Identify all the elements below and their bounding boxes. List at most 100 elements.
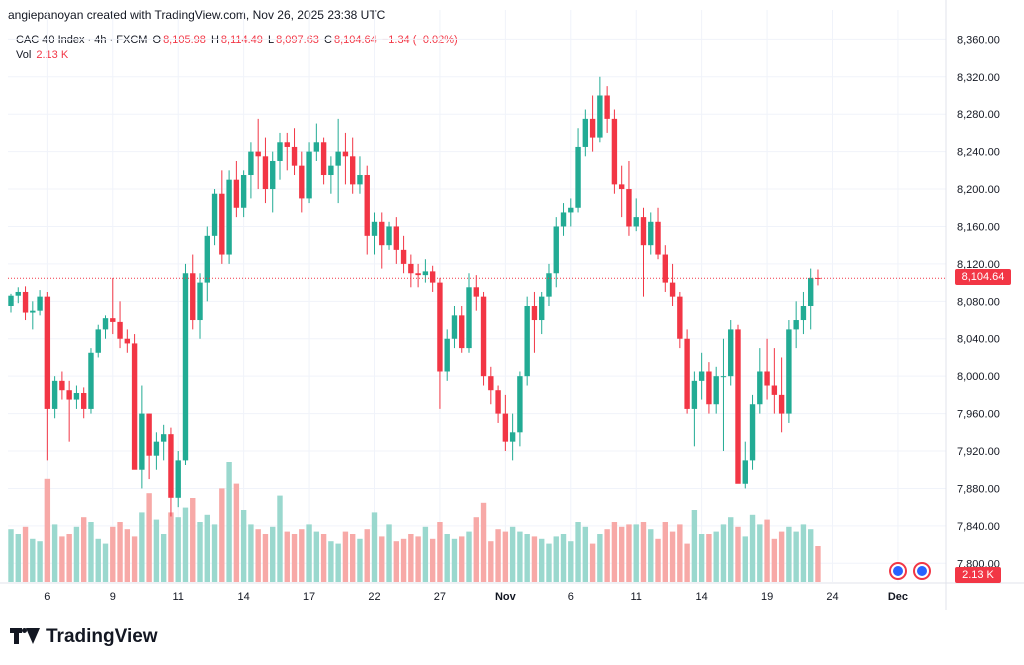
candle-body [51,380,58,409]
last-price-tag: 8,104.64 [955,269,1011,285]
candle-body [531,306,538,321]
y-tick-label: 8,320.00 [957,72,1000,84]
candle-body [560,212,567,227]
y-tick-label: 7,920.00 [957,446,1000,458]
y-tick-label: 8,080.00 [957,296,1000,308]
ohlc-legend: CAC 40 Index · 4h · FXCM O 8,105.98 H 8,11… [16,34,460,46]
candle-body [662,254,668,283]
candle-body [226,179,232,255]
volume-bar [349,534,356,582]
volume-bar [211,524,218,582]
low-label: L [267,34,275,46]
volume-bar [262,534,269,582]
candle-body [328,165,334,176]
candle-body [393,226,400,250]
y-tick-label: 8,360.00 [957,34,1000,46]
volume-bar [422,526,429,582]
volume-bar [473,517,479,582]
candle-body [517,376,523,433]
high-label: H [210,34,219,46]
volume-bar [73,526,80,582]
volume-bar [677,524,683,582]
volume-bar [568,541,574,582]
candle-body [706,371,712,405]
candle-body [182,273,189,461]
volume-bar [81,517,87,582]
volume-bar [800,524,807,582]
candle-body [175,460,181,498]
volume-bar [131,536,138,582]
x-tick-label: 14 [238,591,250,603]
candle-body [691,380,698,409]
open-value: 8,105.98 [163,34,206,46]
candle-body [488,376,494,391]
candle-body [473,287,479,297]
candle-body [364,175,370,236]
volume-bar [240,510,247,582]
x-tick-label: 14 [696,591,708,603]
candle-body [648,221,654,246]
y-tick-label: 8,240.00 [957,147,1000,159]
volume-bar [466,531,472,582]
volume-bar [597,534,603,582]
volume-bar [124,529,131,582]
volume-bar [633,524,639,582]
volume-bar [480,502,487,582]
candle-body [240,175,247,208]
volume-bar [429,538,436,582]
volume-bar [764,519,770,582]
candle-body [604,95,610,119]
volume-bar [233,483,240,582]
volume-bar [393,541,400,582]
candle-body [30,310,36,313]
candle-body [451,315,458,339]
volume-bar [175,517,181,582]
candle-body [429,271,436,283]
candle-body [597,95,603,138]
candle-body [742,460,748,484]
volume-bar [379,536,385,582]
volume-bar [524,534,530,582]
globe-icon [893,566,903,576]
x-tick-label: 24 [826,591,838,603]
candle-body [81,393,87,409]
candle-body [379,221,385,246]
candle-body [342,151,349,157]
volume-bar [488,541,494,582]
volume-bar [102,543,109,582]
candle-body [720,376,727,378]
candle-body [262,156,269,190]
volume-bar [495,529,501,582]
volume-bar [626,524,632,582]
volume-bar [691,510,698,582]
candle-body [66,390,72,400]
brand-name: TradingView [46,626,158,647]
y-tick-label: 8,200.00 [957,184,1000,196]
candle-body [59,380,65,391]
volume-bar [408,534,414,582]
candle-body [124,338,131,344]
price-chart[interactable]: 8,360.00 8,320.00 8,280.00 8,240.00 8,200.00… [0,0,1024,620]
volume-bar [539,538,545,582]
candle-body [146,413,152,456]
candle-body [160,434,167,442]
axes: 8,360.00 8,320.00 8,280.00 8,240.00 8,200.00… [0,0,1024,610]
candle-body [815,277,821,279]
candle-body [669,282,676,297]
event-markers[interactable] [889,562,931,580]
volume-bar [786,526,792,582]
x-tick-label: 6 [568,591,574,603]
candle-body [277,142,283,161]
candle-body [466,287,472,349]
candle-body [386,226,392,246]
volume-bar [582,526,589,582]
volume-bar [444,534,450,582]
volume-bar [291,534,298,582]
tradingview-brand[interactable]: TradingView [10,626,158,648]
volume-bar [284,531,290,582]
candle-body [568,207,574,213]
candle-body [480,296,487,377]
volume-bar [720,524,727,582]
candle-body [764,371,770,386]
symbol-label[interactable]: CAC 40 Index · 4h · FXCM [16,34,148,46]
